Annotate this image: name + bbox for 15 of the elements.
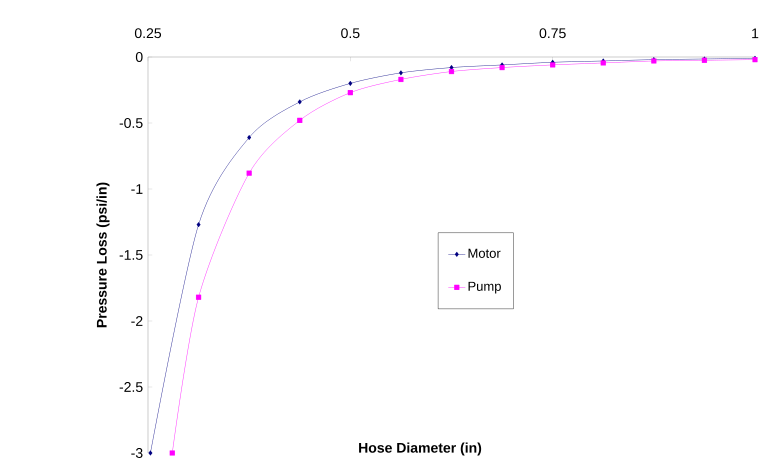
y-tick-label: -2 <box>131 316 142 326</box>
y-tick-label: -1.5 <box>120 250 143 260</box>
y-tick-label: -2.5 <box>120 382 143 392</box>
legend-label: Motor <box>468 248 501 258</box>
x-tick-label: 1 <box>752 28 758 38</box>
y-tick-label: -0.5 <box>120 118 143 128</box>
x-tick-label: 0.75 <box>540 28 566 38</box>
y-tick-label: -3 <box>131 448 143 458</box>
y-tick-label: -1 <box>131 184 142 194</box>
y-axis-title: Pressure Loss (psi/in) <box>96 182 110 328</box>
x-tick-label: 0.5 <box>341 28 360 38</box>
legend-label: Pump <box>468 282 501 294</box>
y-tick-label: 0 <box>136 52 143 62</box>
x-tick-label: 0.25 <box>134 28 162 38</box>
x-axis-title: Hose Diameter (in) <box>359 442 482 456</box>
